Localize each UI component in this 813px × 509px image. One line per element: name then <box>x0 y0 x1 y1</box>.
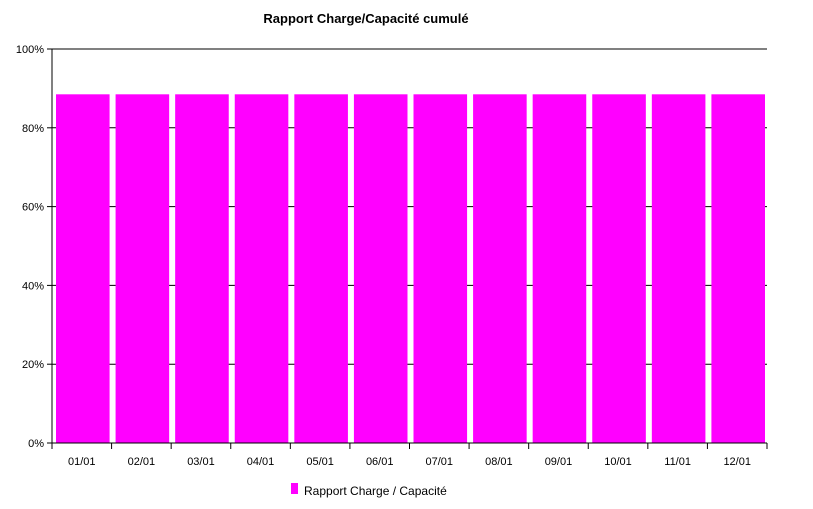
x-tick-label: 02/01 <box>128 456 156 468</box>
bar-06/01 <box>353 94 408 443</box>
x-tick-label: 04/01 <box>247 456 275 468</box>
chart-title: Rapport Charge/Capacité cumulé <box>263 11 468 26</box>
legend-label: Rapport Charge / Capacité <box>304 484 447 498</box>
gridlines <box>52 48 767 365</box>
bar-10/01 <box>592 94 646 443</box>
bar-04/01 <box>234 94 289 443</box>
y-tick-label: 100% <box>16 44 44 56</box>
y-tick-label: 0% <box>28 438 44 450</box>
bar-12/01 <box>711 94 765 443</box>
x-tick-label: 11/01 <box>664 456 691 468</box>
x-tick-label: 07/01 <box>426 456 454 468</box>
legend-swatch <box>291 483 298 494</box>
x-tick-label: 12/01 <box>723 456 751 468</box>
x-tick-label: 05/01 <box>306 456 334 468</box>
x-tick-label: 09/01 <box>545 456 573 468</box>
bars <box>56 94 765 443</box>
y-tick-label: 40% <box>22 280 44 292</box>
x-axis-ticks: 01/01 02/01 03/01 04/01 05/01 06/01 07/01 08/01… <box>51 443 768 468</box>
x-tick-label: 03/01 <box>187 456 215 468</box>
bar-02/01 <box>115 94 170 443</box>
legend: Rapport Charge / Capacité <box>291 483 447 498</box>
bar-11/01 <box>651 94 706 443</box>
y-tick-label: 20% <box>22 359 44 371</box>
bar-08/01 <box>473 94 527 443</box>
x-tick-label: 10/01 <box>604 456 632 468</box>
bar-05/01 <box>294 94 348 443</box>
x-tick-label: 06/01 <box>366 456 394 468</box>
x-tick-label: 08/01 <box>485 456 513 468</box>
bar-03/01 <box>175 94 229 443</box>
bar-07/01 <box>413 94 468 443</box>
y-axis-ticks: 0% 20% 40% 60% 80% 100% <box>16 44 52 450</box>
y-tick-label: 60% <box>22 202 44 214</box>
bar-01/01 <box>56 94 110 443</box>
x-tick-label: 01/01 <box>68 456 96 468</box>
y-tick-label: 80% <box>22 123 44 135</box>
bar-09/01 <box>532 94 587 443</box>
